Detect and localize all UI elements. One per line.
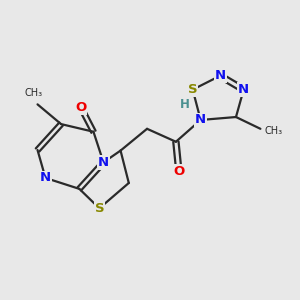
Text: S: S bbox=[188, 83, 197, 96]
Text: S: S bbox=[94, 202, 104, 215]
Text: N: N bbox=[214, 69, 226, 82]
Text: N: N bbox=[238, 83, 249, 96]
Text: H: H bbox=[179, 98, 189, 111]
Text: O: O bbox=[173, 165, 184, 178]
Text: CH₃: CH₃ bbox=[24, 88, 42, 98]
Text: CH₃: CH₃ bbox=[265, 126, 283, 136]
Text: N: N bbox=[98, 156, 109, 169]
Text: O: O bbox=[75, 101, 86, 114]
Text: N: N bbox=[40, 172, 51, 184]
Text: N: N bbox=[195, 113, 206, 127]
